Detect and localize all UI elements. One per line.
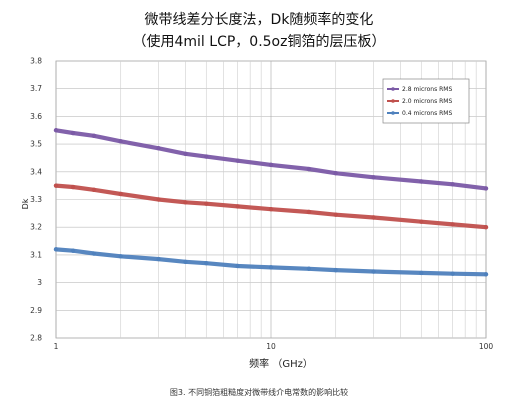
legend-label: 2.8 microns RMS bbox=[402, 86, 452, 93]
data-point bbox=[268, 265, 274, 270]
data-point bbox=[235, 204, 240, 209]
data-point bbox=[70, 248, 76, 253]
data-point bbox=[70, 184, 76, 190]
data-point bbox=[306, 209, 312, 215]
y-axis-label: Dk bbox=[21, 198, 30, 209]
chart-subtitle: （使用4mil LCP，0.5oz铜箔的层压板） bbox=[132, 34, 386, 50]
x-tick-label: 100 bbox=[479, 342, 494, 351]
data-point bbox=[91, 187, 97, 193]
data-point bbox=[118, 139, 123, 144]
data-point bbox=[156, 256, 161, 262]
y-tick-label: 3 bbox=[37, 278, 42, 287]
data-point bbox=[306, 266, 312, 271]
data-point bbox=[333, 212, 338, 217]
y-tick-label: 3.1 bbox=[30, 250, 42, 259]
legend-marker bbox=[391, 99, 395, 103]
data-point bbox=[156, 197, 161, 202]
chart-title: 微带线差分长度法，Dk随频率的变化 bbox=[144, 12, 374, 28]
data-point bbox=[371, 269, 376, 274]
data-point bbox=[333, 267, 338, 273]
data-point bbox=[53, 128, 59, 133]
legend-label: 2.0 microns RMS bbox=[402, 98, 452, 105]
line-chart: 2.8 2.9 3 3.1 3.2 3.3 3.4 3.5 3.6 3.7 3.8 1 10 100 D… bbox=[21, 57, 494, 371]
data-point bbox=[70, 130, 76, 136]
y-tick-label: 3.3 bbox=[30, 195, 42, 204]
data-point bbox=[306, 166, 312, 172]
data-point bbox=[91, 133, 97, 138]
data-point bbox=[268, 206, 274, 212]
data-point bbox=[91, 251, 97, 256]
legend-label: 0.4 microns RMS bbox=[402, 110, 452, 117]
data-point bbox=[204, 201, 209, 206]
figure-caption: 图3. 不同铜箔粗糙度对微带线介电常数的影响比较 bbox=[169, 388, 349, 397]
x-tick-labels: 1 10 100 bbox=[54, 342, 494, 351]
data-point bbox=[450, 222, 455, 227]
data-point bbox=[183, 151, 188, 156]
y-tick-labels: 2.8 2.9 3 3.1 3.2 3.3 3.4 3.5 3.6 3.7 3.8 bbox=[30, 57, 42, 343]
data-point bbox=[53, 183, 59, 188]
y-tick-label: 3.5 bbox=[30, 140, 42, 149]
y-tick-label: 3.6 bbox=[30, 112, 42, 121]
y-tick-label: 2.8 bbox=[30, 334, 42, 343]
data-point bbox=[419, 219, 424, 224]
series-group bbox=[53, 128, 489, 277]
legend-marker bbox=[391, 87, 395, 91]
data-point bbox=[235, 263, 240, 269]
legend-marker bbox=[391, 111, 395, 115]
data-point bbox=[483, 186, 489, 191]
data-point bbox=[419, 179, 424, 184]
data-point bbox=[268, 162, 274, 168]
data-point bbox=[204, 154, 209, 159]
data-point bbox=[204, 261, 209, 266]
data-point bbox=[156, 146, 161, 151]
data-point bbox=[53, 247, 59, 252]
data-point bbox=[450, 271, 455, 276]
data-point bbox=[333, 170, 338, 176]
data-point bbox=[483, 272, 489, 277]
y-tick-label: 3.4 bbox=[30, 167, 42, 176]
data-point bbox=[235, 158, 240, 163]
y-tick-label: 3.8 bbox=[30, 57, 42, 66]
x-tick-label: 1 bbox=[54, 342, 59, 351]
data-point bbox=[483, 225, 489, 230]
y-tick-label: 3.7 bbox=[30, 84, 42, 93]
y-tick-label: 2.9 bbox=[30, 306, 42, 315]
x-axis-label: 频率 （GHz） bbox=[249, 357, 313, 370]
data-point bbox=[371, 215, 376, 220]
x-tick-label: 10 bbox=[266, 342, 276, 351]
data-point bbox=[118, 254, 123, 259]
data-point bbox=[419, 270, 424, 276]
data-point bbox=[118, 191, 123, 197]
data-point bbox=[183, 259, 188, 265]
y-tick-label: 3.2 bbox=[30, 223, 42, 232]
data-point bbox=[450, 182, 455, 187]
legend: 2.8 microns RMS 2.0 microns RMS 0.4 micron… bbox=[382, 78, 470, 124]
data-point bbox=[371, 175, 376, 180]
data-point bbox=[183, 200, 188, 205]
